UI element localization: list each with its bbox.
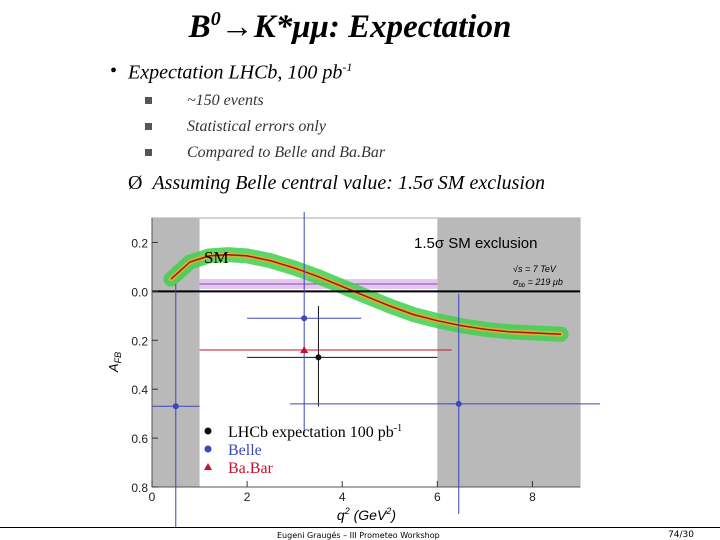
x-tick-label: 2 — [244, 490, 251, 504]
afb-chart: 0.2 0.0 0.2 0.4 0.6 0.80 2 4 6 8 LHCb expectation… — [106, 212, 600, 527]
y-axis-label: AFB — [106, 352, 123, 373]
x-tick-label: 4 — [339, 490, 346, 504]
square-bullet-icon — [145, 123, 152, 130]
arrow-bullet-icon: Ø — [128, 172, 143, 194]
sub-bullet-item: ~150 events — [145, 92, 385, 118]
y-tick-label: 0.4 — [131, 383, 148, 397]
energy-label: √s = 7 TeV — [513, 264, 557, 274]
data-point — [199, 346, 452, 354]
data-point — [247, 306, 438, 407]
legend-label: Belle — [228, 442, 262, 459]
x-tick-label: 0 — [149, 490, 156, 504]
footer-divider — [0, 527, 720, 528]
square-bullet-icon — [145, 149, 152, 156]
data-series — [152, 212, 600, 527]
axes: 0.2 0.0 0.2 0.4 0.6 0.80 2 4 6 8 — [131, 218, 580, 504]
circle-marker — [301, 315, 308, 322]
triangle-marker — [300, 346, 309, 354]
legend-circle-marker — [204, 427, 212, 435]
circle-marker — [315, 354, 322, 361]
square-bullet-icon — [145, 97, 152, 104]
bullet-dot-icon: • — [110, 60, 118, 82]
y-tick-label: 0.2 — [131, 236, 148, 250]
shaded-regions — [152, 218, 580, 487]
sub-bullet-item: Statistical errors only — [145, 118, 385, 144]
y-tick-label: 0.2 — [131, 334, 148, 348]
y-tick-label: 0.8 — [131, 481, 148, 495]
data-point — [289, 293, 600, 514]
x-tick-label: 6 — [434, 490, 441, 504]
y-tick-label: 0.6 — [131, 432, 148, 446]
circle-marker — [172, 403, 179, 410]
data-point — [152, 284, 200, 527]
bullet-expectation: • Expectation LHCb, 100 pb-1 — [110, 60, 353, 84]
x-tick-label: 8 — [529, 490, 536, 504]
data-point — [247, 212, 362, 434]
x-axis-label: q2 (GeV2) — [337, 506, 396, 523]
legend-circle-marker — [204, 445, 212, 453]
exclusion-label: 1.5σ SM exclusion — [414, 235, 538, 252]
y-tick-label: 0.0 — [131, 285, 148, 299]
slide-title: B0→K*μμ: Expectation — [188, 8, 512, 45]
cross-section-label: σbb = 219 μb — [513, 277, 563, 289]
circle-marker — [455, 400, 462, 407]
sub-bullet-list: ~150 events Statistical errors only Comp… — [145, 92, 385, 170]
footer-text: Eugeni Graugés – III Prometeo Workshop — [277, 531, 440, 540]
page-number: 74/30 — [668, 530, 694, 540]
legend-triangle-marker — [204, 463, 212, 470]
sm-label: SM — [204, 248, 229, 267]
legend-label: LHCb expectation 100 pb-1 — [228, 423, 402, 441]
legend-label: Ba.Bar — [228, 460, 274, 477]
arrow-bullet-belle: Ø Assuming Belle central value: 1.5σ SM e… — [128, 172, 545, 194]
sub-bullet-item: Compared to Belle and Ba.Bar — [145, 144, 385, 170]
excluded-region — [437, 218, 580, 487]
